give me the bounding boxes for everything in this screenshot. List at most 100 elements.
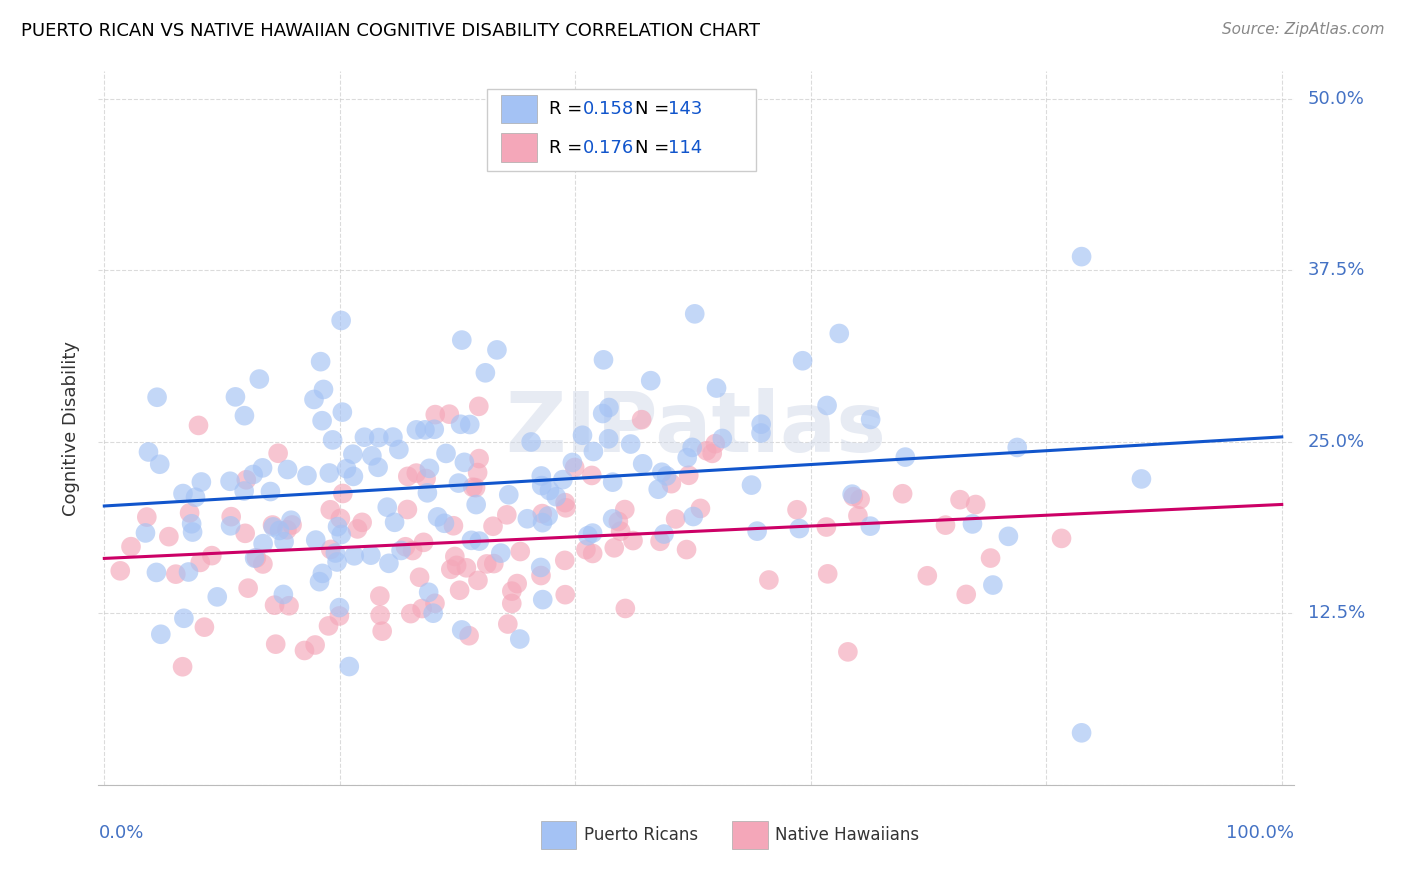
Point: [475, 557, 498, 571]
Point: [489, 546, 512, 560]
Point: [509, 632, 531, 646]
Point: [456, 561, 478, 575]
Point: [665, 512, 688, 526]
Point: [620, 437, 643, 451]
Point: [378, 557, 401, 571]
Point: [367, 431, 389, 445]
Point: [337, 659, 360, 673]
Point: [325, 546, 347, 560]
Point: [368, 589, 391, 603]
Point: [172, 486, 194, 500]
Point: [138, 445, 160, 459]
Point: [415, 471, 437, 485]
Point: [416, 485, 439, 500]
Point: [846, 508, 869, 523]
Point: [706, 381, 728, 395]
Point: [308, 574, 330, 589]
Point: [262, 518, 284, 533]
Text: 0.158: 0.158: [582, 100, 634, 118]
Point: [187, 418, 209, 433]
Point: [575, 542, 598, 557]
Point: [389, 543, 412, 558]
Point: [312, 383, 335, 397]
Text: PUERTO RICAN VS NATIVE HAWAIIAN COGNITIVE DISABILITY CORRELATION CHART: PUERTO RICAN VS NATIVE HAWAIIAN COGNITIV…: [21, 22, 761, 40]
Point: [384, 516, 406, 530]
Point: [602, 512, 624, 526]
Point: [997, 529, 1019, 543]
Point: [613, 502, 636, 516]
Point: [817, 566, 839, 581]
Point: [859, 412, 882, 426]
Text: 50.0%: 50.0%: [1308, 90, 1365, 108]
Point: [516, 512, 538, 526]
Point: [561, 455, 583, 469]
Point: [277, 462, 299, 476]
Point: [318, 619, 340, 633]
Point: [702, 446, 724, 460]
Point: [233, 526, 256, 541]
Text: N =: N =: [636, 139, 675, 157]
Point: [401, 543, 423, 558]
Point: [520, 434, 543, 449]
Point: [678, 468, 700, 483]
Point: [1005, 441, 1028, 455]
Point: [405, 423, 427, 437]
Point: [405, 466, 427, 480]
Point: [425, 408, 447, 422]
Point: [564, 460, 586, 475]
Point: [177, 565, 200, 579]
Point: [426, 509, 449, 524]
Text: 100.0%: 100.0%: [1226, 824, 1294, 842]
Point: [496, 617, 519, 632]
Point: [120, 540, 142, 554]
Point: [367, 460, 389, 475]
Point: [962, 516, 984, 531]
Point: [474, 366, 496, 380]
Point: [676, 450, 699, 465]
Point: [689, 501, 711, 516]
Point: [318, 466, 340, 480]
Point: [460, 533, 482, 548]
Point: [506, 576, 529, 591]
Point: [740, 478, 762, 492]
Point: [631, 457, 654, 471]
Point: [482, 557, 505, 571]
Text: 0.0%: 0.0%: [98, 824, 143, 842]
Point: [792, 353, 814, 368]
Point: [259, 484, 281, 499]
Point: [311, 566, 333, 581]
Point: [181, 524, 204, 539]
Point: [828, 326, 851, 341]
Point: [450, 623, 472, 637]
Point: [243, 551, 266, 566]
Point: [571, 428, 593, 442]
Point: [749, 417, 772, 432]
Point: [233, 409, 256, 423]
Point: [485, 343, 508, 357]
Point: [537, 509, 560, 524]
Point: [453, 455, 475, 469]
Point: [841, 487, 863, 501]
Point: [352, 516, 374, 530]
Point: [311, 414, 333, 428]
Point: [815, 399, 838, 413]
Point: [530, 568, 553, 582]
Point: [335, 461, 357, 475]
Point: [361, 449, 384, 463]
Point: [891, 487, 914, 501]
Point: [330, 405, 353, 419]
Point: [418, 461, 440, 475]
Point: [439, 407, 461, 421]
Point: [582, 546, 605, 560]
Text: Puerto Ricans: Puerto Ricans: [583, 826, 697, 844]
Point: [330, 313, 353, 327]
Point: [149, 457, 172, 471]
Point: [614, 601, 637, 615]
FancyBboxPatch shape: [501, 134, 537, 162]
Point: [411, 601, 433, 615]
Point: [501, 584, 523, 599]
Point: [1050, 532, 1073, 546]
Point: [859, 519, 882, 533]
Point: [233, 483, 256, 498]
Point: [319, 502, 342, 516]
